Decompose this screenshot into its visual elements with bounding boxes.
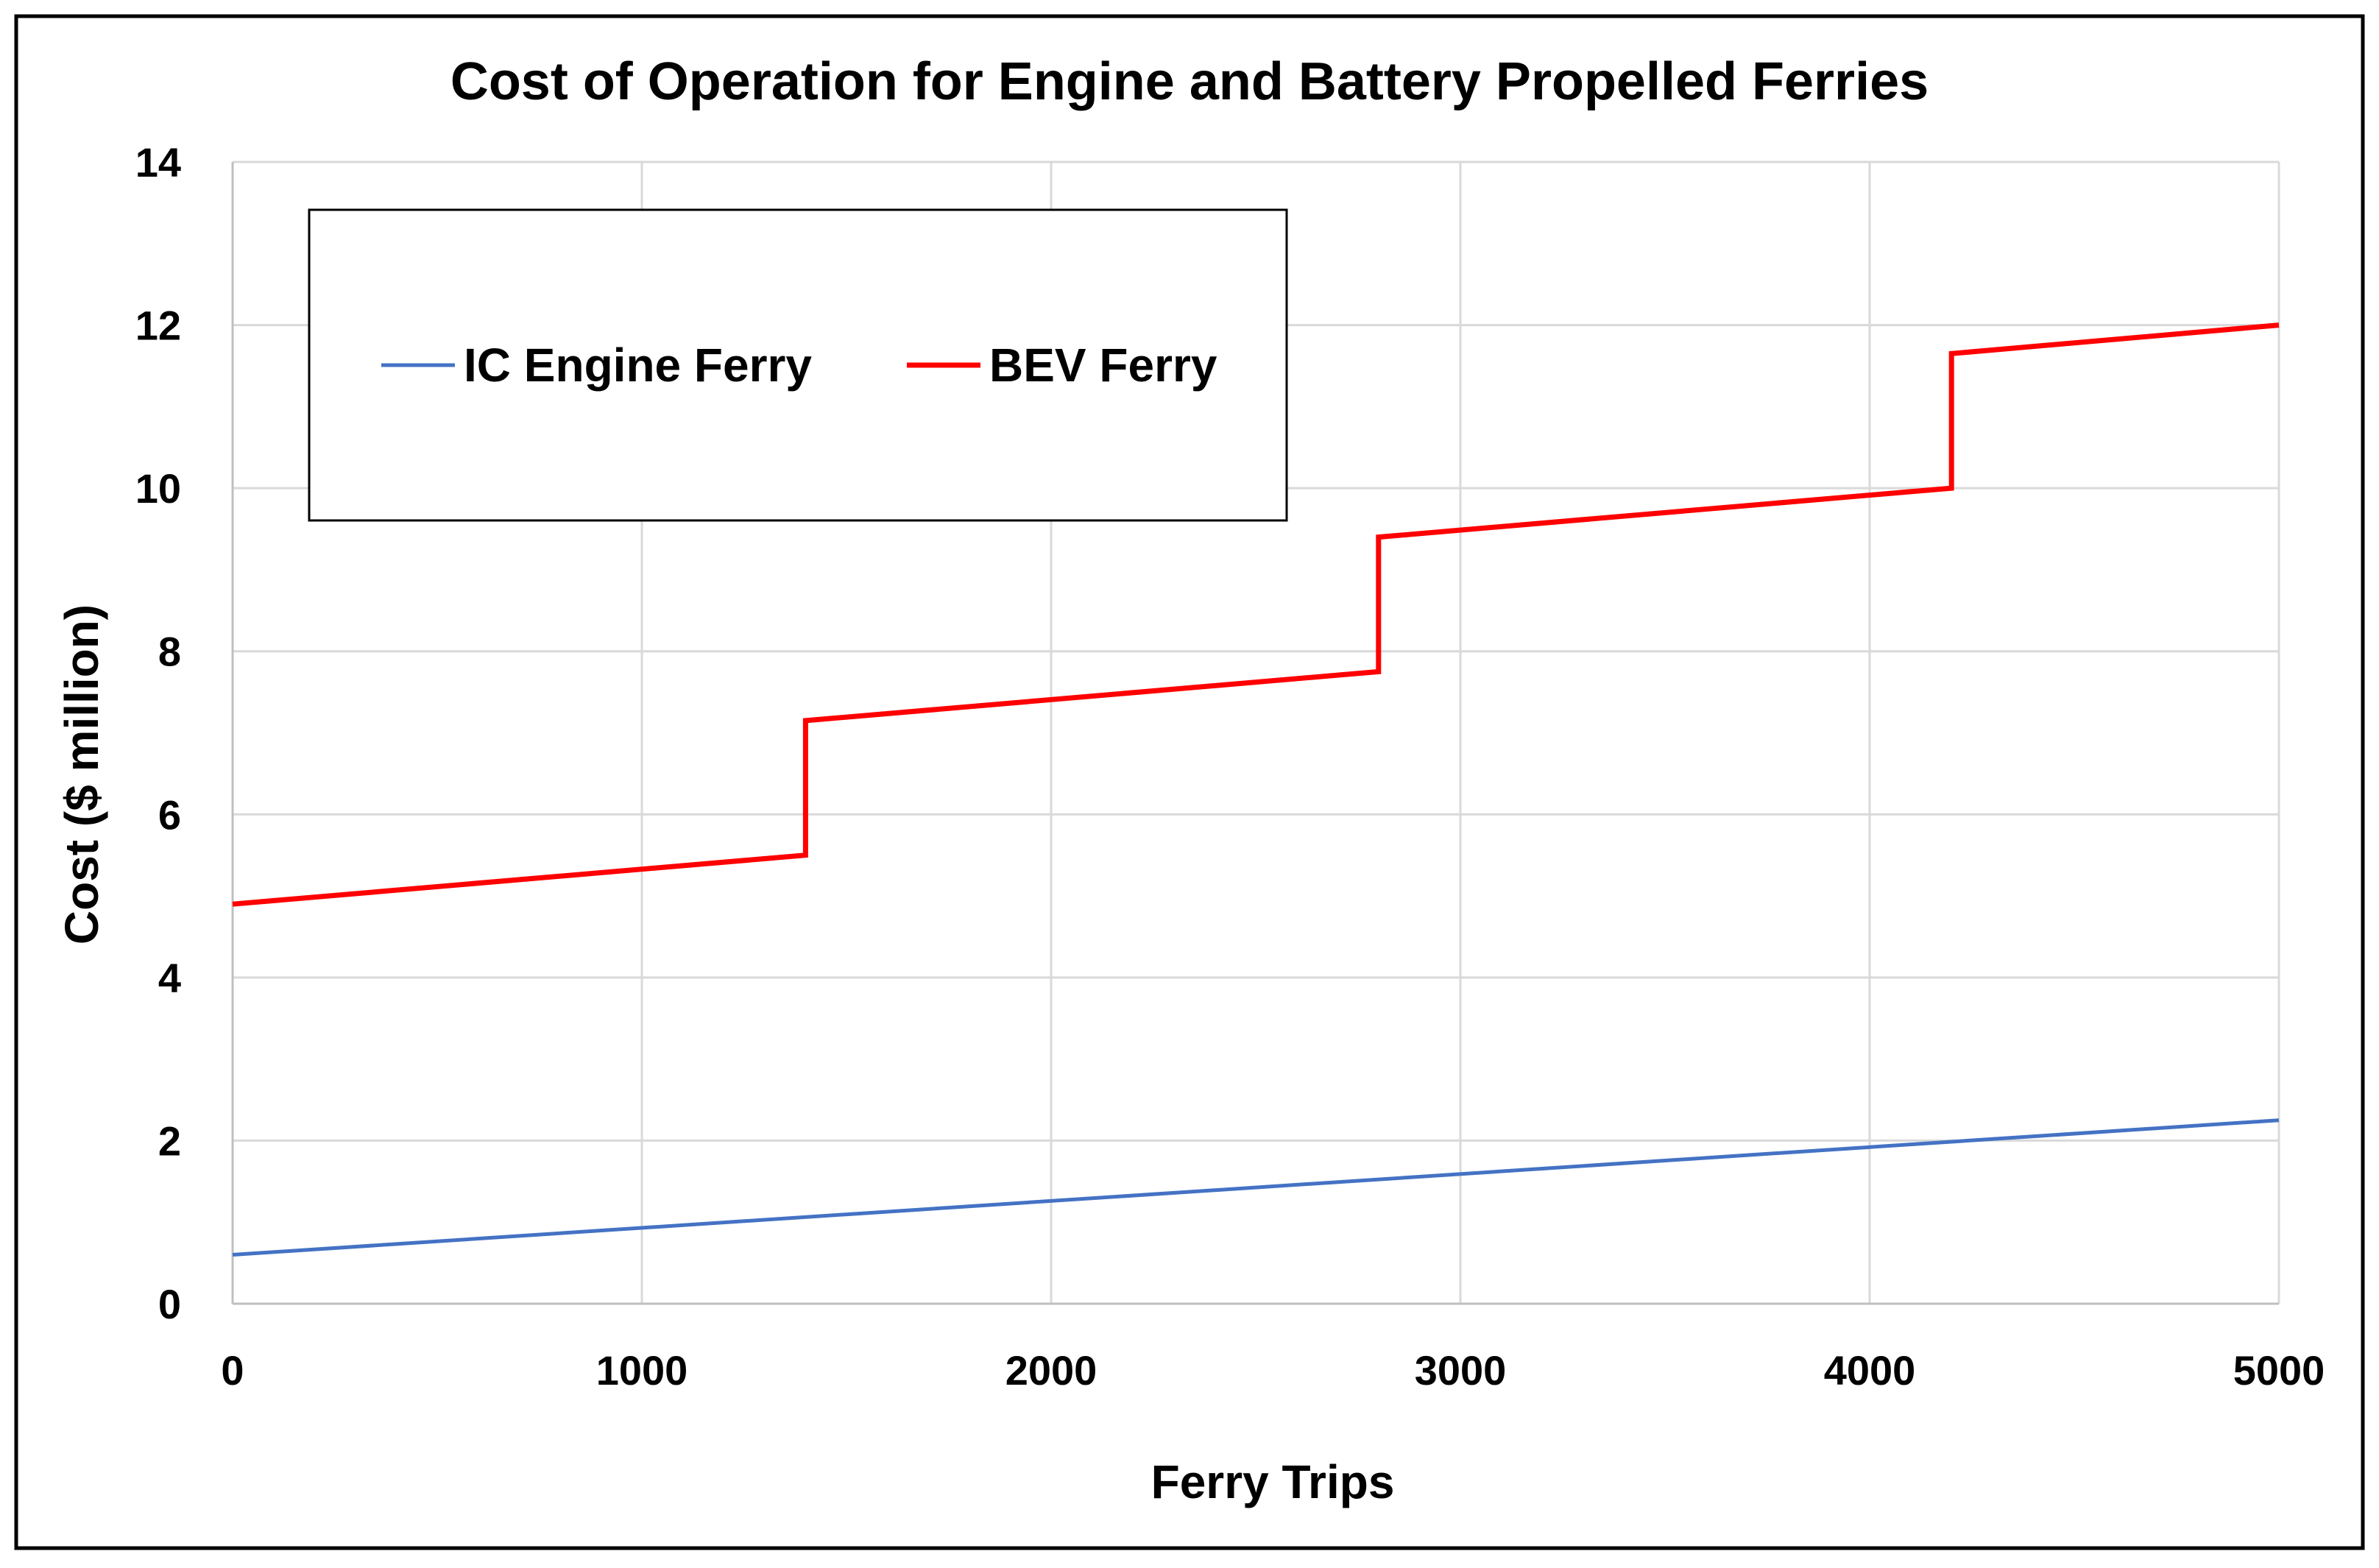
legend: IC Engine Ferry BEV Ferry: [308, 208, 1288, 522]
y-axis-label: Cost ($ million): [55, 604, 108, 944]
legend-label: IC Engine Ferry: [464, 339, 812, 392]
x-tick-label: 2000: [1005, 1347, 1097, 1394]
x-tick-label: 5000: [2233, 1347, 2325, 1394]
series-line-bev-ferry: [232, 322, 2280, 907]
x-tick-label: 1000: [596, 1347, 688, 1394]
y-tick-label: 8: [158, 629, 181, 675]
y-tick-label: 0: [158, 1281, 181, 1327]
series-layer: [232, 322, 2280, 1257]
y-tick-label: 2: [158, 1117, 181, 1164]
axis-layer: 0 2 4 6 8 10 12 14 0 1000 2000 3000 4000 5000: [135, 139, 2325, 1394]
legend-box: [308, 208, 1288, 522]
y-tick-label: 10: [135, 465, 181, 512]
legend-label: BEV Ferry: [989, 339, 1217, 392]
x-tick-label: 4000: [1824, 1347, 1916, 1394]
series-line-ic-engine-ferry: [232, 1118, 2280, 1257]
y-tick-label: 12: [135, 303, 181, 349]
x-axis-label: Ferry Trips: [1151, 1455, 1395, 1508]
x-tick-label: 3000: [1415, 1347, 1507, 1394]
y-tick-label: 14: [135, 139, 181, 186]
x-tick-label: 0: [221, 1347, 244, 1394]
y-tick-label: 4: [158, 955, 181, 1001]
y-tick-label: 6: [158, 791, 181, 838]
chart-title: Cost of Operation for Engine and Battery…: [450, 52, 1929, 111]
